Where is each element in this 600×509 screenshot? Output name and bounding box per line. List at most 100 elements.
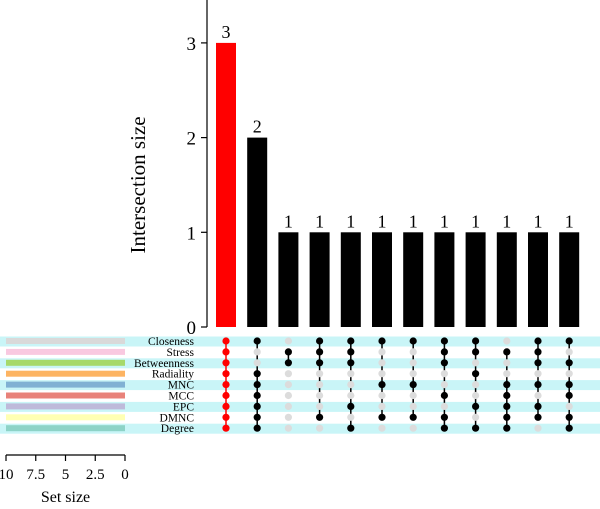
matrix-dot-c1-r2 bbox=[222, 348, 230, 356]
set-size-panel: ClosenessStressBetweennessRadialityMNCMC… bbox=[0, 336, 195, 506]
bar-value-label-12: 1 bbox=[565, 211, 574, 231]
matrix-dot-c6-r6 bbox=[378, 391, 386, 400]
set-size-bar-epc bbox=[6, 403, 125, 410]
bar-value-label-9: 1 bbox=[471, 211, 480, 231]
intersection-bar-3 bbox=[278, 232, 299, 327]
matrix-dot-c3-r2 bbox=[284, 348, 292, 356]
matrix-dot-c1-r9 bbox=[222, 424, 230, 432]
set-size-bar-closeness bbox=[6, 338, 125, 344]
matrix-dot-c6-r8 bbox=[378, 413, 386, 421]
matrix-dot-c5-r9 bbox=[347, 424, 355, 432]
matrix-dot-c6-r1 bbox=[378, 337, 386, 345]
matrix-dot-c4-r9 bbox=[316, 424, 324, 432]
matrix-dot-c8-r6 bbox=[440, 391, 448, 400]
matrix-dot-c4-r3 bbox=[316, 359, 324, 367]
intersection-bar-8 bbox=[434, 232, 455, 327]
bar-value-label-3: 1 bbox=[284, 211, 293, 231]
matrix-dot-c2-r3 bbox=[253, 359, 261, 367]
set-label-radiality: Radiality bbox=[152, 369, 194, 381]
matrix-dot-c3-r8 bbox=[284, 413, 292, 421]
matrix-dot-c3-r5 bbox=[284, 381, 292, 389]
set-label-mnc: MNC bbox=[168, 380, 195, 392]
matrix-row-stripe-3 bbox=[0, 358, 600, 369]
y-tick-label-1: 1 bbox=[187, 223, 197, 244]
matrix-dot-c1-r5 bbox=[222, 381, 230, 389]
matrix-dot-c8-r5 bbox=[440, 381, 448, 389]
matrix-dot-c12-r2 bbox=[565, 348, 573, 356]
matrix-dot-c7-r7 bbox=[409, 402, 417, 410]
matrix-dot-c11-r4 bbox=[534, 370, 542, 378]
set-size-tick-label-2: 5 bbox=[62, 467, 70, 483]
matrix-dot-c4-r6 bbox=[316, 391, 324, 400]
matrix-dot-c9-r7 bbox=[472, 402, 480, 410]
matrix-dot-c8-r9 bbox=[440, 424, 448, 432]
matrix-dot-c8-r4 bbox=[440, 370, 448, 378]
set-size-bar-radiality bbox=[6, 370, 125, 377]
intersection-bar-11 bbox=[528, 232, 548, 327]
matrix-dot-c4-r2 bbox=[316, 348, 324, 356]
matrix-dot-c2-r8 bbox=[253, 413, 261, 421]
y-tick-label-2: 2 bbox=[187, 129, 197, 150]
matrix-dot-c9-r1 bbox=[472, 337, 480, 345]
intersection-bar-1 bbox=[216, 42, 236, 328]
bar-value-label-2: 2 bbox=[253, 117, 262, 137]
matrix-row-stripe-5 bbox=[0, 380, 600, 391]
matrix-dot-c4-r7 bbox=[316, 402, 324, 410]
matrix-dot-c8-r1 bbox=[440, 337, 448, 345]
matrix-dot-c2-r6 bbox=[253, 391, 261, 400]
matrix-dot-c7-r9 bbox=[409, 424, 417, 432]
set-size-bar-mnc bbox=[6, 381, 125, 388]
intersection-bar-4 bbox=[309, 232, 330, 327]
matrix-dot-c10-r7 bbox=[503, 402, 511, 410]
matrix-dot-c2-r5 bbox=[253, 381, 261, 389]
matrix-dot-c12-r6 bbox=[565, 391, 573, 400]
matrix-dot-c3-r9 bbox=[284, 424, 292, 432]
matrix-dot-c6-r7 bbox=[378, 402, 386, 410]
matrix-dot-c4-r4 bbox=[316, 370, 324, 378]
matrix-dot-c8-r8 bbox=[440, 413, 448, 421]
bar-value-label-11: 1 bbox=[534, 211, 543, 231]
matrix-dot-c12-r8 bbox=[565, 413, 573, 421]
matrix-dot-c7-r4 bbox=[409, 370, 417, 378]
matrix-dot-c11-r7 bbox=[534, 402, 542, 410]
set-label-epc: EPC bbox=[173, 401, 194, 413]
matrix-dot-c6-r4 bbox=[378, 370, 386, 378]
matrix-dot-c11-r2 bbox=[534, 348, 542, 356]
matrix-dot-c2-r4 bbox=[253, 370, 261, 378]
set-size-bar-mcc bbox=[6, 392, 125, 399]
matrix-dot-c1-r4 bbox=[222, 370, 230, 378]
set-label-closeness: Closeness bbox=[148, 336, 195, 348]
bar-value-label-6: 1 bbox=[378, 211, 387, 231]
matrix-dot-c3-r7 bbox=[284, 402, 292, 410]
matrix-dot-c5-r6 bbox=[347, 391, 355, 400]
set-label-mcc: MCC bbox=[168, 391, 194, 403]
matrix-dot-c11-r1 bbox=[534, 337, 542, 345]
matrix-dot-c12-r3 bbox=[565, 359, 573, 367]
set-size-tick-label-1: 7.5 bbox=[26, 467, 45, 483]
matrix-dot-c8-r7 bbox=[440, 402, 448, 410]
set-label-betweenness: Betweenness bbox=[134, 358, 195, 370]
set-size-bar-betweenness bbox=[6, 359, 125, 366]
set-size-tick-label-3: 2.5 bbox=[86, 467, 105, 483]
matrix-dot-c2-r1 bbox=[253, 337, 261, 345]
matrix-dot-c3-r1 bbox=[284, 337, 292, 345]
matrix-dot-c9-r5 bbox=[472, 381, 480, 389]
matrix-dot-c9-r6 bbox=[472, 391, 480, 400]
matrix-dot-c10-r9 bbox=[503, 424, 511, 432]
matrix-dot-c5-r3 bbox=[347, 359, 355, 367]
membership-matrix bbox=[0, 336, 600, 434]
matrix-dot-c9-r3 bbox=[472, 359, 480, 367]
intersection-bar-7 bbox=[403, 232, 424, 327]
matrix-dot-c4-r5 bbox=[316, 381, 324, 389]
matrix-dot-c5-r1 bbox=[347, 337, 355, 345]
intersection-bar-5 bbox=[340, 232, 361, 327]
bar-value-label-1: 3 bbox=[222, 22, 231, 42]
matrix-dot-c5-r2 bbox=[347, 348, 355, 356]
set-size-tick-label-0: 10 bbox=[0, 467, 14, 483]
matrix-dot-c10-r4 bbox=[503, 370, 511, 378]
set-size-bar-dmnc bbox=[6, 414, 125, 421]
matrix-dot-c6-r5 bbox=[378, 381, 386, 389]
matrix-dot-c11-r6 bbox=[534, 391, 542, 400]
matrix-row-stripe-9 bbox=[0, 423, 600, 434]
